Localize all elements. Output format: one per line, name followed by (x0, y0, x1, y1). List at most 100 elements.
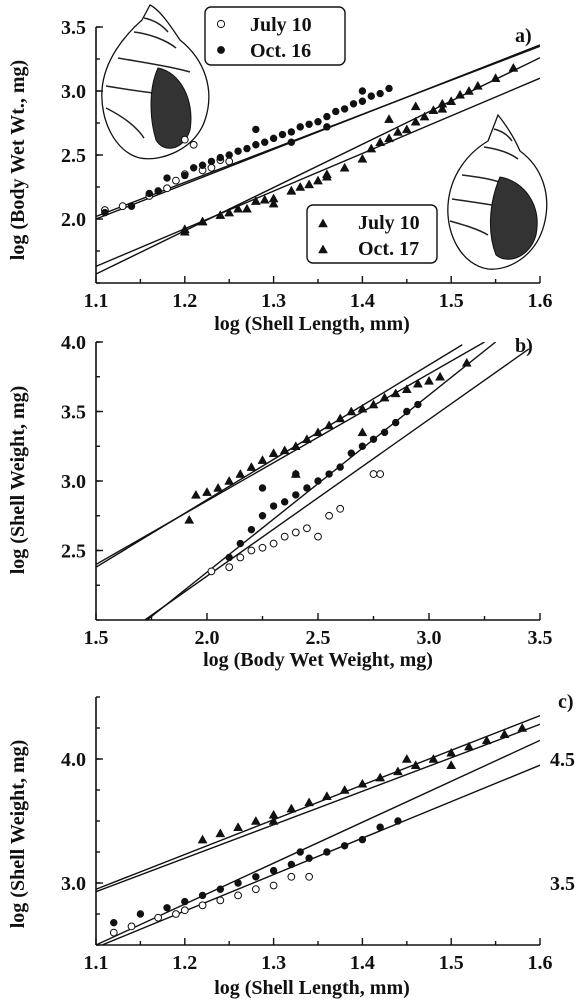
panel-c-point-filled-circle (340, 842, 349, 850)
panel-b-point-triangle (424, 375, 434, 385)
panel-b-point-open-circle (225, 563, 234, 572)
panel-a-letter: a) (515, 25, 532, 47)
panel-c-point-triangle (286, 803, 297, 813)
panel-c-right-ytick-label: 3.5 (550, 873, 575, 895)
panel-b-point-triangle (290, 441, 301, 450)
panel-b-point-triangle (268, 448, 279, 457)
panel-b-ylabel: log (Shell Weight, mg) (7, 386, 29, 575)
panel-b-xtick-label: 2.0 (195, 627, 220, 649)
panel-a-point-triangle (233, 203, 244, 213)
panel-b-ytick-label: 3.0 (61, 471, 86, 493)
panel-a-xlabel: log (Shell Length, mm) (214, 313, 410, 335)
panel-c-point-triangle (481, 735, 492, 745)
panel-c-point-filled-circle (296, 848, 304, 856)
panel-a-xtick-label: 1.6 (528, 290, 553, 312)
panel-c-xtick-label: 1.6 (528, 952, 553, 974)
panel-b-ytick-label: 3.5 (61, 402, 86, 424)
panel-a-point-triangle (464, 85, 474, 95)
panel-c-point-triangle (375, 772, 386, 782)
panel-c-point-filled-circle (216, 885, 225, 893)
panel-a-point-filled-circle (145, 189, 153, 198)
panel-c-letter: c) (558, 691, 574, 713)
panel-c-point-filled-circle (376, 823, 384, 831)
panel-a-point-filled-circle (278, 130, 287, 139)
panel-a-point-filled-circle (154, 187, 162, 195)
panel-c-point-triangle (428, 753, 439, 763)
panel-b-point-triangle (190, 489, 201, 499)
panel-a-point-filled-circle (252, 125, 260, 134)
panel-b-point-triangle (313, 427, 323, 437)
panel-c-point-filled-circle (234, 879, 242, 887)
panel-b-point-triangle (412, 378, 423, 388)
panel-b-point-filled-circle (358, 442, 367, 450)
panel-a-point-triangle (250, 196, 261, 205)
panel-b-point-triangle (357, 403, 368, 413)
panel-a-point-filled-circle (261, 138, 269, 146)
legend-label-oct16-circle: Oct. 16 (250, 40, 311, 62)
panel-a-point-filled-circle (358, 87, 367, 95)
panel-a-point-filled-circle (305, 120, 313, 128)
panel-a-point-filled-circle (385, 84, 393, 93)
panel-a-point-triangle (242, 203, 252, 213)
panel-b-point-filled-circle (380, 428, 389, 437)
panel-c-xtick-label: 1.4 (350, 952, 375, 974)
panel-a-point-triangle (313, 175, 323, 185)
panel-a-point-triangle (455, 89, 466, 99)
panel-b-point-open-circle (247, 546, 256, 555)
panel-c-point-triangle (304, 797, 315, 807)
panel-a-point-triangle (197, 216, 208, 226)
panel-a-point-open-circle (207, 163, 216, 172)
panel-a-point-triangle (268, 193, 279, 203)
panel-c-point-open-circle (180, 906, 189, 915)
panel-c-point-filled-circle (181, 897, 189, 906)
panel-a-point-filled-circle (323, 112, 331, 121)
panel-a-point-filled-circle (198, 161, 207, 169)
panel-b-point-filled-circle (347, 449, 355, 457)
panel-b-point-triangle (235, 469, 246, 478)
panel-a-point-triangle (437, 103, 448, 113)
panel-b-point-open-circle (369, 470, 378, 478)
panel-a-point-filled-circle (101, 208, 109, 217)
panel-c-point-open-circle (198, 901, 207, 910)
panel-c-right-ytick-label: 4.5 (550, 749, 575, 771)
panel-a-xtick-label: 1.1 (84, 290, 109, 312)
panel-b-point-filled-circle (325, 470, 333, 478)
panel-b-point-filled-circle (392, 418, 400, 427)
panel-b-point-open-circle (236, 553, 245, 562)
panel-a-ytick-label: 2.5 (61, 145, 86, 167)
panel-a-ytick-label: 3.0 (61, 81, 86, 103)
panel-b-point-open-circle (325, 511, 334, 520)
panel-b-point-triangle (290, 469, 301, 478)
panel-c-ytick-label: 3.0 (61, 873, 86, 895)
panel-c-point-filled-circle (269, 866, 278, 875)
panel-a-point-filled-circle (340, 105, 349, 113)
panel-b-point-triangle (379, 392, 390, 402)
shell-illustration-right (447, 113, 548, 270)
panel-c-xtick-label: 1.1 (84, 952, 109, 974)
panel-c-point-filled-circle (287, 860, 296, 869)
legend-label-july10-circle: July 10 (250, 14, 312, 36)
panel-c-xtick-label: 1.2 (172, 952, 197, 974)
panel-a-point-filled-circle (252, 141, 260, 149)
panel-a-xtick-label: 1.4 (350, 290, 375, 312)
panel-a-xtick-label: 1.5 (439, 290, 464, 312)
panel-a-point-open-circle (225, 157, 234, 166)
panel-a-point-filled-circle (287, 128, 296, 136)
panel-c-point-open-circle (287, 872, 296, 881)
panel-b-point-open-circle (258, 543, 267, 552)
panel-a-point-triangle (304, 179, 315, 189)
panel-b-fit-line (96, 342, 485, 566)
panel-c-point-open-circle (172, 910, 180, 918)
panel-c-point-filled-circle (358, 835, 367, 844)
panel-c-point-filled-circle (110, 918, 118, 927)
panel-b-point-open-circle (269, 539, 278, 548)
legend-triangle-marker-2 (318, 244, 328, 254)
panel-a-point-triangle (392, 126, 403, 136)
panel-b-point-filled-circle (403, 407, 411, 416)
panel-a-point-triangle (366, 143, 377, 153)
panel-a-ytick-label: 2.0 (61, 209, 86, 231)
panel-b-point-triangle (390, 388, 401, 398)
panel-b-fit-line (96, 344, 463, 568)
panel-b-point-open-circle (280, 532, 289, 541)
panel-b-point-filled-circle (314, 477, 322, 485)
